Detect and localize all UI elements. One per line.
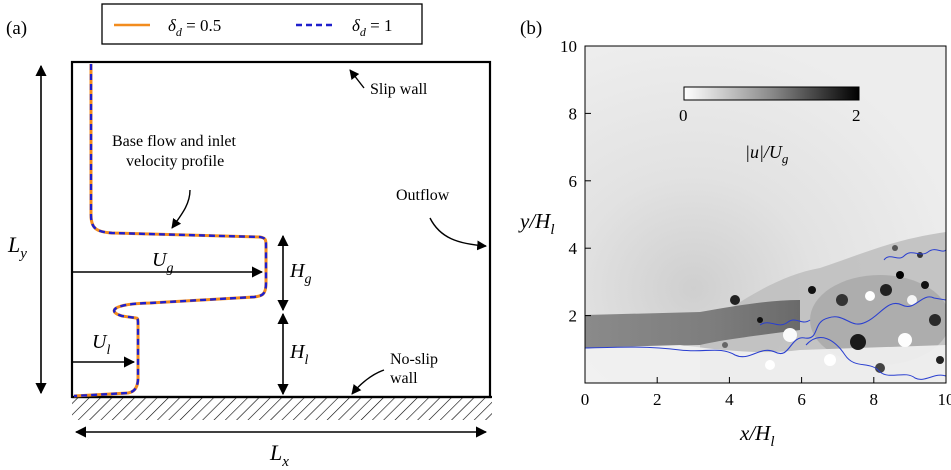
y-tick-label-3: 8 [569,104,578,123]
slip-wall-label: Slip wall [370,81,428,98]
no-slip-label-2: wall [390,370,418,387]
no-slip-label-1: No-slip [390,351,438,368]
interface-contour-4 [759,319,811,326]
x-tick-label-2: 4 [725,390,734,409]
panel-b-label: (b) [520,18,542,39]
colorbar-min: 0 [679,106,688,125]
slip-wall-pointer [349,69,365,89]
legend-frame [101,3,423,45]
y-tick-label-1: 4 [569,239,578,258]
base-flow-label-1: Base flow and inlet [112,133,237,150]
base-flow-label-2: velocity profile [126,153,224,170]
lx-label: Lx [269,440,289,470]
velocity-field [585,46,946,383]
plot-frame [584,45,947,384]
ug-label: Ug [152,249,173,276]
x-tick-label-0: 0 [581,390,590,409]
panel-a-label: (a) [6,18,27,39]
x-tick-label-5: 10 [938,390,951,409]
y-tick-label-4: 10 [560,37,577,56]
x-tick-label-3: 6 [797,390,806,409]
x-tick-label-1: 2 [653,390,662,409]
speckles [722,245,944,373]
panel-b: (b) [518,18,951,450]
colorbar: 0 2 |u|/Ug [679,86,861,166]
x-axis-title: x/Hl [739,421,775,450]
legend-entry-2: δd = 1 [352,16,393,39]
interface-contour-3 [883,249,946,261]
outflow-label: Outflow [396,187,450,204]
no-slip-pointer [351,369,385,395]
x-tick-label-4: 8 [870,390,879,409]
hl-label: Hl [289,341,308,368]
hg-label: Hg [289,260,311,287]
axes: 0 2 4 6 8 10 2 4 6 8 10 [560,37,951,409]
y-tick-label-2: 6 [569,172,578,191]
colorbar-label: |u|/Ug [745,142,789,166]
interface-contour-2 [805,337,946,380]
y-tick-label-0: 2 [569,307,578,326]
interface-contour-1 [585,296,946,358]
panel-a: (a) δd = 0.5 δd = 1 Ug Ul Ly Lx Hg [6,3,492,470]
ground-hatch [72,398,492,420]
liquid-jet [585,300,800,348]
ly-label: Ly [7,232,27,262]
ul-label: Ul [92,331,110,358]
legend-entry-1: δd = 0.5 [168,16,221,39]
colorbar-max: 2 [852,106,861,125]
outflow-pointer [429,217,487,251]
colorbar-gradient [683,86,860,101]
y-axis-title: y/Hl [518,209,555,238]
base-flow-pointer [171,189,191,229]
profile-delta-1 [73,64,268,398]
legend: δd = 0.5 δd = 1 [101,3,423,45]
domain-box [70,60,492,399]
